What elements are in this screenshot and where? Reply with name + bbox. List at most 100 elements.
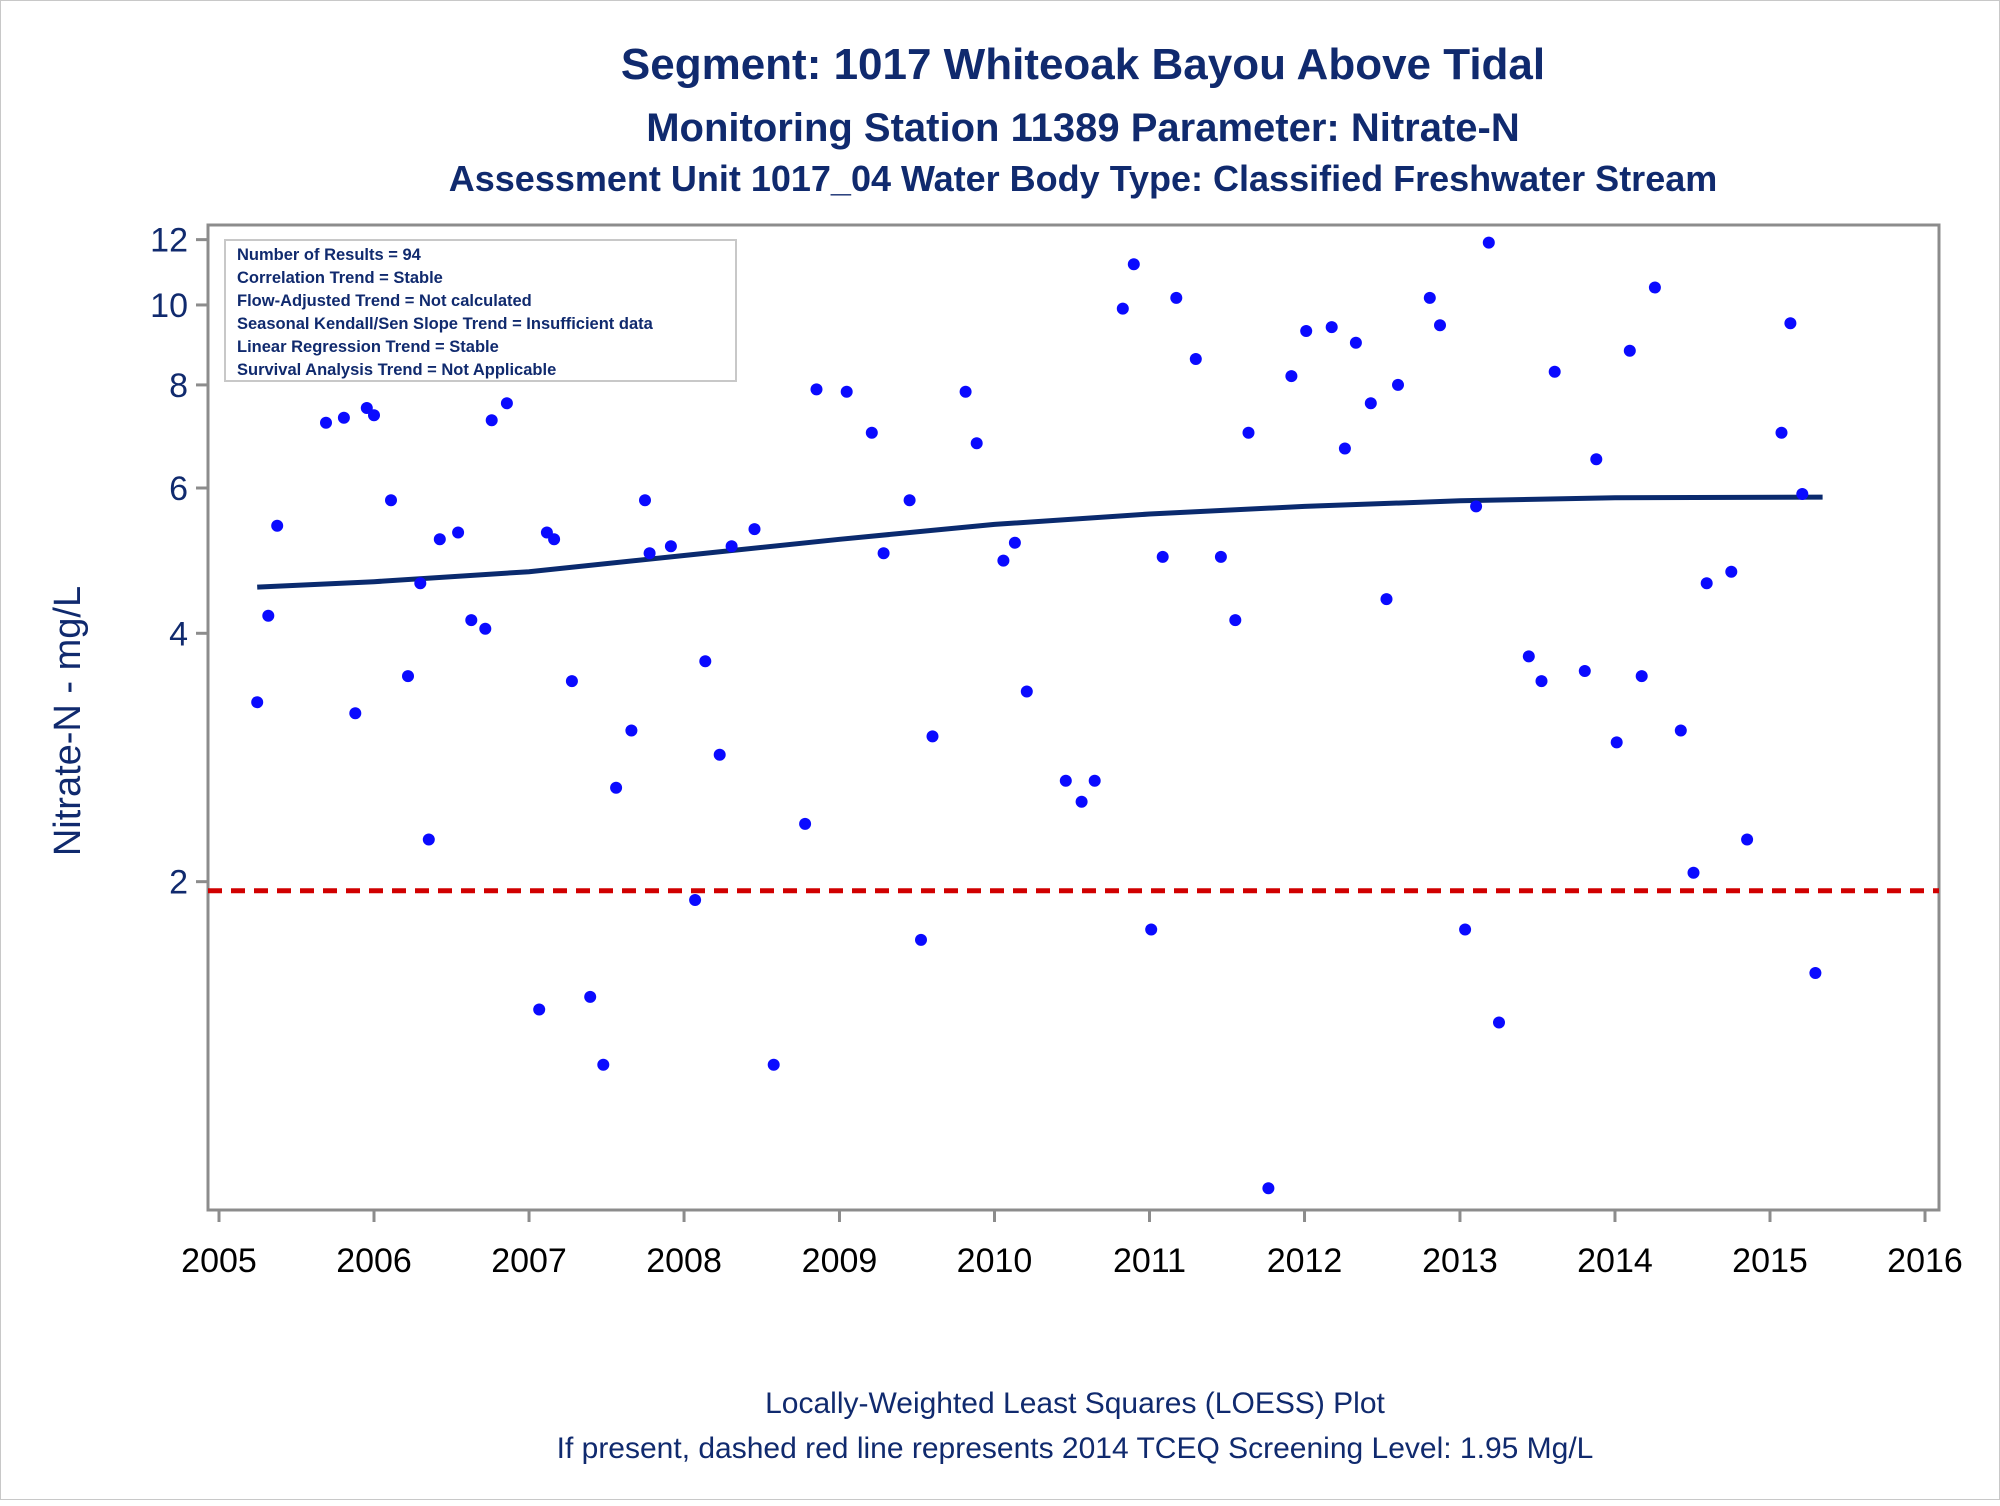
data-point [643, 547, 656, 560]
data-point [1214, 550, 1227, 563]
data-point [713, 748, 726, 761]
data-point [1392, 378, 1404, 391]
info-line-seasonal-kendall: Seasonal Kendall/Sen Slope Trend = Insuf… [237, 315, 654, 333]
y-tick-label: 4 [169, 615, 188, 653]
y-axis: 2 4 6 8 10 12 [150, 222, 208, 902]
data-point [1285, 370, 1298, 383]
data-point [959, 385, 972, 398]
data-point [262, 609, 275, 622]
data-point [500, 397, 513, 410]
data-point [877, 547, 890, 560]
data-point [485, 414, 498, 427]
data-point [1674, 724, 1687, 737]
data-point [725, 540, 738, 553]
data-point [1434, 319, 1446, 332]
data-point [360, 402, 373, 414]
footnote-2: If present, dashed red line represents 2… [557, 1432, 1594, 1465]
data-point [1349, 336, 1362, 349]
data-point [1470, 500, 1483, 513]
y-axis-label: Nitrate-N - mg/L [47, 586, 89, 856]
data-point [414, 577, 427, 590]
data-point [840, 385, 853, 398]
chart-title: Segment: 1017 Whiteoak Bayou Above Tidal [621, 40, 1545, 89]
info-line-flow-adjusted: Flow-Adjusted Trend = Not calculated [237, 292, 532, 310]
x-tick-label: 2014 [1577, 1242, 1653, 1280]
x-tick-label: 2015 [1732, 1242, 1808, 1280]
data-point [1578, 665, 1591, 677]
data-point [1338, 442, 1351, 455]
data-point [597, 1058, 610, 1071]
y-tick-label: 6 [169, 470, 188, 508]
data-point [1229, 614, 1242, 627]
data-point [1493, 1016, 1505, 1029]
data-point [1364, 397, 1377, 410]
data-point [1784, 317, 1797, 330]
info-line-results: Number of Results = 94 [237, 246, 422, 264]
data-point [810, 383, 823, 396]
data-point [997, 554, 1010, 567]
data-point [926, 730, 939, 743]
data-point [452, 526, 465, 539]
data-point [479, 622, 492, 635]
x-tick-label: 2011 [1113, 1242, 1186, 1280]
data-point [1623, 344, 1636, 357]
info-box-frame [224, 239, 737, 382]
loess-trend-line [257, 494, 1823, 590]
x-tick-label: 2005 [181, 1242, 257, 1280]
data-point [1809, 967, 1822, 979]
data-point [1325, 321, 1338, 334]
trend-info-box: Number of Results = 94 Correlation Trend… [224, 239, 737, 382]
data-point [799, 817, 812, 830]
y-tick-label: 10 [150, 287, 188, 325]
data-point [337, 411, 350, 424]
data-point [1423, 291, 1436, 304]
x-tick-label: 2013 [1422, 1242, 1498, 1280]
data-point [1116, 302, 1129, 315]
data-point [1687, 866, 1700, 879]
data-point [465, 614, 478, 627]
data-point [1300, 325, 1313, 337]
data-point [903, 494, 916, 507]
x-tick-label: 2009 [802, 1242, 878, 1280]
data-point [1796, 488, 1809, 500]
data-point [748, 523, 761, 536]
data-point [610, 781, 623, 794]
data-point [402, 670, 414, 683]
chart-subtitle-1: Monitoring Station 11389 Parameter: Nitr… [646, 106, 1520, 150]
y-tick-label: 12 [150, 222, 188, 260]
data-point [639, 494, 651, 507]
data-point [1741, 833, 1754, 846]
data-point [1127, 258, 1140, 271]
info-line-linear-regression: Linear Regression Trend = Stable [237, 338, 499, 356]
data-point [1548, 365, 1561, 378]
data-point [767, 1058, 780, 1071]
data-point [625, 724, 638, 737]
data-point [1590, 453, 1603, 466]
plot-area [206, 223, 1941, 1212]
data-point [1522, 650, 1535, 663]
data-point [368, 409, 380, 422]
info-line-correlation: Correlation Trend = Stable [237, 269, 443, 287]
data-point [433, 533, 446, 546]
data-point [1145, 923, 1158, 936]
data-point [1775, 426, 1788, 439]
data-point [1459, 923, 1472, 936]
data-point [1189, 353, 1202, 365]
data-point [251, 696, 264, 709]
info-line-survival: Survival Analysis Trend = Not Applicable [237, 361, 556, 379]
data-point [1059, 774, 1072, 787]
footnote-1: Locally-Weighted Least Squares (LOESS) P… [765, 1387, 1385, 1420]
x-tick-label: 2007 [491, 1242, 567, 1280]
data-point [865, 426, 878, 439]
data-point [320, 416, 332, 429]
data-point [1648, 281, 1661, 294]
data-point [548, 533, 561, 546]
data-point [1088, 774, 1101, 787]
data-point [689, 894, 702, 906]
data-point [1008, 536, 1021, 549]
x-tick-label: 2010 [957, 1242, 1033, 1280]
data-point [565, 675, 578, 688]
data-points [251, 236, 1822, 1195]
data-point [1170, 291, 1183, 304]
